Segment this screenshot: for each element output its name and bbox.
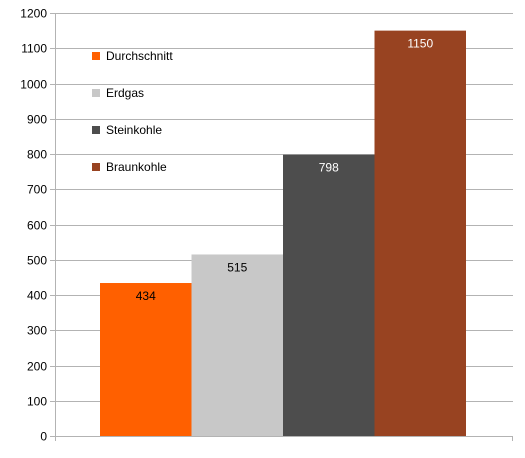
legend-swatch [92, 126, 100, 134]
legend-swatch [92, 163, 100, 171]
data-label: 434 [136, 289, 156, 303]
y-axis: 0 100 200 300 400 500 600 700 800 900 1000 1100 1200 [20, 7, 513, 444]
legend: Durchschnitt Erdgas Steinkohle Braunkohle [92, 49, 173, 174]
y-tick-label: 400 [27, 289, 47, 303]
legend-swatch [92, 89, 100, 97]
data-labels: 434 515 798 1150 [136, 37, 434, 303]
y-tick-label: 1000 [20, 78, 47, 92]
y-tick-label: 200 [27, 360, 47, 374]
legend-label: Durchschnitt [106, 49, 173, 63]
legend-label: Steinkohle [106, 123, 162, 137]
y-tick-label: 800 [27, 148, 47, 162]
y-tick-label: 1100 [21, 42, 47, 56]
bar-erdgas [191, 254, 283, 436]
y-tick-label: 500 [27, 254, 47, 268]
legend-swatch [92, 52, 100, 60]
legend-label: Erdgas [106, 86, 144, 100]
y-tick-label: 900 [27, 113, 47, 127]
data-label: 1150 [407, 37, 433, 51]
y-tick-label: 300 [27, 324, 47, 338]
bar-durchschnitt [100, 283, 192, 436]
data-label: 798 [319, 161, 339, 175]
y-tick-label: 600 [27, 219, 47, 233]
y-tick-label: 1200 [20, 7, 47, 21]
bar-steinkohle [283, 154, 375, 436]
bar-braunkohle [374, 30, 466, 436]
y-tick-label: 100 [27, 395, 47, 409]
y-tick-label: 700 [27, 183, 47, 197]
data-label: 515 [227, 260, 247, 274]
legend-label: Braunkohle [106, 160, 167, 174]
bars [100, 30, 466, 436]
y-tick-label: 0 [40, 430, 47, 444]
